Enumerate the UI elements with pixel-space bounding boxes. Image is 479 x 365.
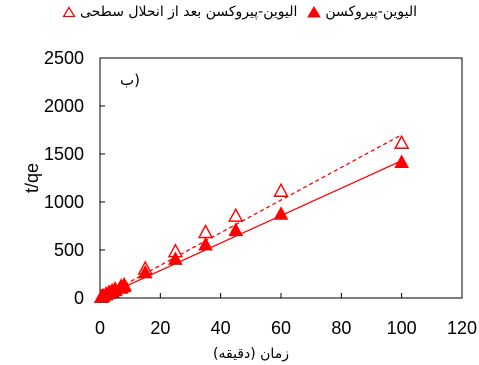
- x-tick-label: 100: [387, 318, 417, 338]
- data-point-series-2: [273, 182, 289, 197]
- data-point-series-1: [273, 206, 289, 220]
- legend-label-1: الیوین-پیروکسن: [325, 4, 417, 20]
- data-point-series-1: [168, 251, 183, 265]
- x-tick-label: 120: [447, 318, 477, 338]
- plot-frame: [99, 57, 463, 299]
- y-tick-label: 0: [74, 288, 84, 308]
- panel-label: ب): [120, 71, 140, 89]
- data-point-series-1: [137, 264, 153, 279]
- data-point-series-2: [197, 224, 214, 239]
- y-tick-label: 2000: [44, 96, 84, 116]
- y-tick-label: 2500: [44, 48, 84, 68]
- y-tick-label: 1500: [44, 144, 84, 164]
- data-point-series-2: [116, 276, 132, 292]
- x-tick-label: 40: [211, 318, 231, 338]
- data-point-series-2: [137, 260, 153, 275]
- open-triangle-icon: [62, 6, 76, 18]
- x-tick-label: 60: [271, 318, 291, 338]
- x-tick-label: 20: [150, 318, 170, 338]
- x-tick-label: 0: [95, 318, 105, 338]
- data-point-series-1: [394, 154, 410, 168]
- y-axis-label: t/qe: [22, 163, 42, 193]
- legend-label-2: الیوین-پیروکسن بعد از انحلال سطحی: [80, 4, 298, 20]
- legend: الیوین-پیروکسن الیوین-پیروکسن بعد از انح…: [0, 4, 479, 20]
- data-point-series-2: [101, 284, 117, 299]
- data-point-series-2: [393, 134, 410, 149]
- y-tick-label: 500: [54, 240, 84, 260]
- data-point-series-2: [167, 243, 184, 258]
- data-point-series-1: [198, 236, 213, 251]
- legend-item-1: الیوین-پیروکسن: [307, 4, 417, 20]
- x-axis-label: زمان (دقیقه): [213, 346, 289, 362]
- filled-triangle-icon: [307, 6, 322, 18]
- x-tick-label: 80: [331, 318, 351, 338]
- data-point-series-2: [113, 278, 129, 293]
- data-point-series-2: [228, 207, 244, 222]
- y-tick-label: 1000: [44, 192, 84, 212]
- data-point-series-1: [228, 222, 244, 237]
- legend-item-2: الیوین-پیروکسن بعد از انحلال سطحی: [62, 4, 297, 20]
